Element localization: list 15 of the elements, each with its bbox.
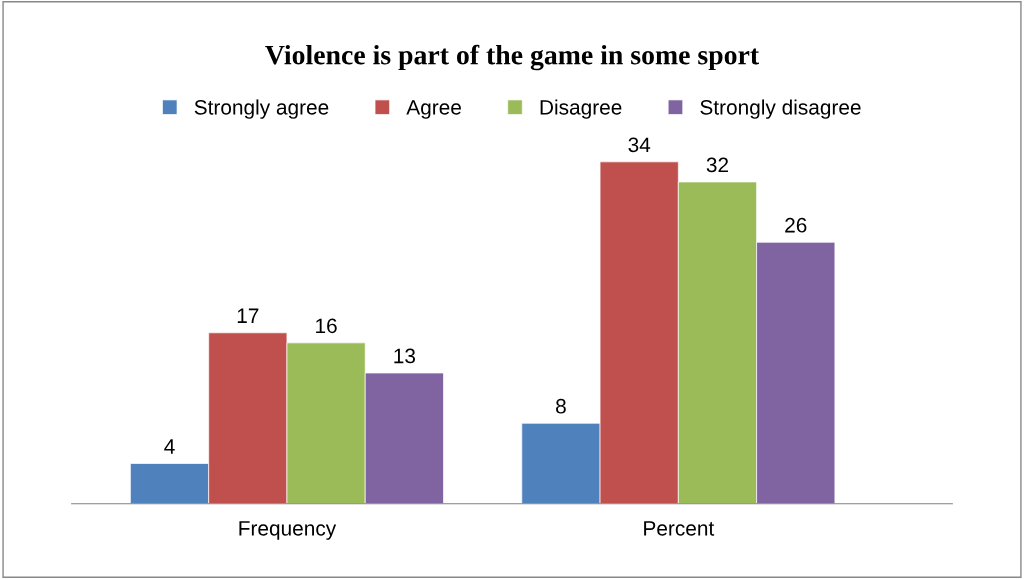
legend-label: Strongly agree	[194, 99, 329, 119]
data-label: 4	[164, 439, 175, 454]
x-tick-label: Frequency	[239, 521, 337, 540]
legend-label: Agree	[406, 100, 461, 119]
chart-title: Violence is part of the game in some sport	[265, 44, 759, 71]
data-label: 32	[706, 157, 729, 173]
data-label: 34	[628, 137, 651, 153]
data-label: 16	[316, 318, 337, 334]
legend-label: Strongly disagree	[700, 99, 861, 119]
data-label: 17	[237, 308, 259, 323]
data-label: 26	[785, 217, 807, 233]
data-label: 13	[394, 348, 416, 364]
data-label: 8	[556, 398, 566, 414]
legend-label: Disagree	[540, 99, 622, 119]
x-tick-label: Percent	[644, 521, 715, 536]
